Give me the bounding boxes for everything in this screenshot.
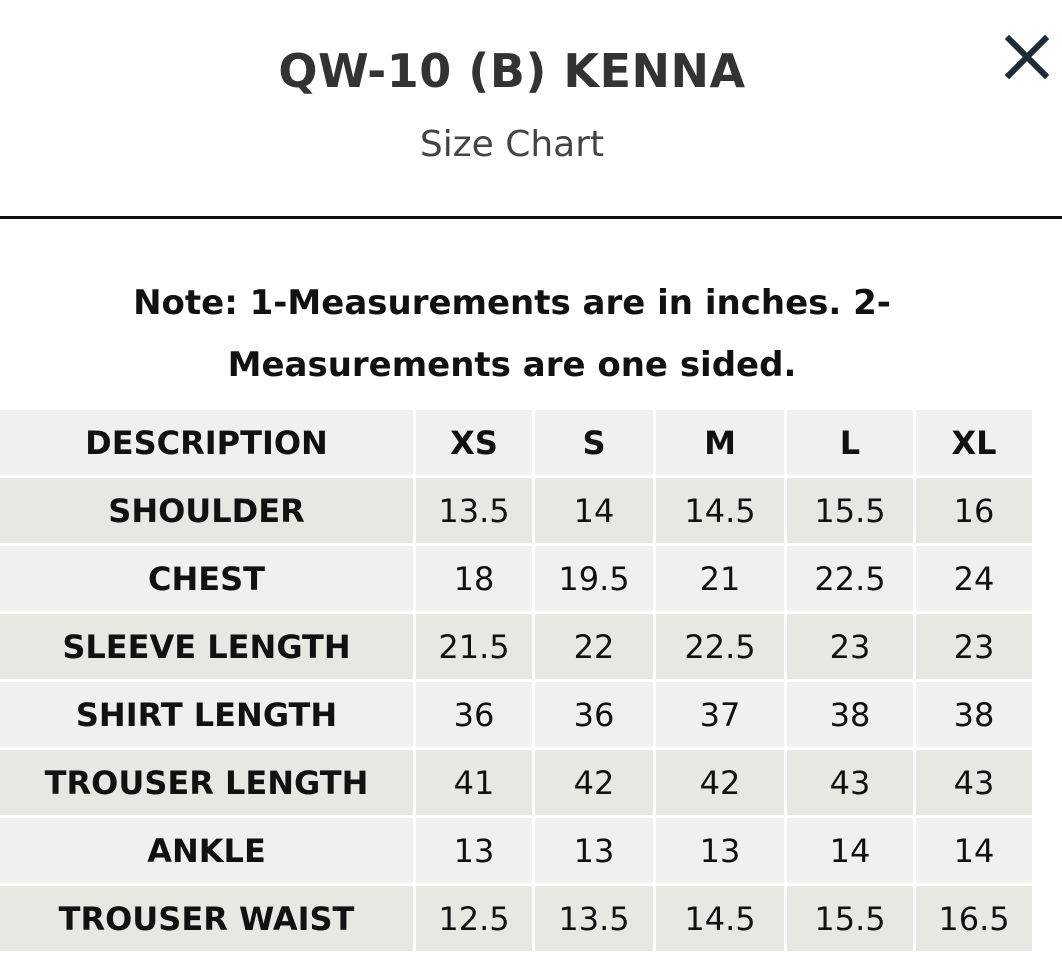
size-chart-table: DESCRIPTION XS S M L XL SHOULDER 13.5 14 14.5 15.5…: [0, 407, 1035, 954]
table-row: TROUSER LENGTH 41 42 42 43 43: [0, 750, 1032, 815]
close-button[interactable]: [1004, 34, 1050, 80]
table-cell: 22: [535, 614, 653, 679]
row-label: TROUSER LENGTH: [0, 750, 413, 815]
header-divider: [0, 216, 1062, 219]
table-cell: 14: [916, 818, 1032, 883]
table-cell: 23: [916, 614, 1032, 679]
table-cell: 13: [535, 818, 653, 883]
table-cell: 21: [656, 546, 784, 611]
row-label: TROUSER WAIST: [0, 886, 413, 951]
table-cell: 12.5: [416, 886, 532, 951]
table-cell: 43: [916, 750, 1032, 815]
table-cell: 15.5: [787, 886, 913, 951]
table-cell: 22.5: [656, 614, 784, 679]
measurement-note: Note: 1-Measurements are in inches. 2-Me…: [133, 283, 891, 385]
table-cell: 42: [535, 750, 653, 815]
table-row: TROUSER WAIST 12.5 13.5 14.5 15.5 16.5: [0, 886, 1032, 951]
table-row: SHIRT LENGTH 36 36 37 38 38: [0, 682, 1032, 747]
table-cell: 14.5: [656, 478, 784, 543]
table-cell: 16.5: [916, 886, 1032, 951]
table-cell: 21.5: [416, 614, 532, 679]
row-label: CHEST: [0, 546, 413, 611]
table-row: SLEEVE LENGTH 21.5 22 22.5 23 23: [0, 614, 1032, 679]
column-header: M: [656, 410, 784, 475]
table-cell: 19.5: [535, 546, 653, 611]
page-subtitle: Size Chart: [419, 124, 605, 165]
table-cell: 37: [656, 682, 784, 747]
row-label: SHIRT LENGTH: [0, 682, 413, 747]
row-label: SHOULDER: [0, 478, 413, 543]
table-cell: 14: [787, 818, 913, 883]
table-cell: 36: [416, 682, 532, 747]
table-row: ANKLE 13 13 13 14 14: [0, 818, 1032, 883]
row-label: SLEEVE LENGTH: [0, 614, 413, 679]
table-cell: 13: [656, 818, 784, 883]
table-cell: 13: [416, 818, 532, 883]
table-cell: 13.5: [535, 886, 653, 951]
table-cell: 38: [916, 682, 1032, 747]
table-cell: 36: [535, 682, 653, 747]
table-cell: 42: [656, 750, 784, 815]
table-cell: 23: [787, 614, 913, 679]
table-cell: 41: [416, 750, 532, 815]
column-header: S: [535, 410, 653, 475]
table-cell: 43: [787, 750, 913, 815]
table-row: CHEST 18 19.5 21 22.5 24: [0, 546, 1032, 611]
table-cell: 18: [416, 546, 532, 611]
table-cell: 14.5: [656, 886, 784, 951]
table-cell: 38: [787, 682, 913, 747]
column-header: L: [787, 410, 913, 475]
table-cell: 14: [535, 478, 653, 543]
column-header: DESCRIPTION: [0, 410, 413, 475]
row-label: ANKLE: [0, 818, 413, 883]
table-row: SHOULDER 13.5 14 14.5 15.5 16: [0, 478, 1032, 543]
column-header: XS: [416, 410, 532, 475]
table-header-row: DESCRIPTION XS S M L XL: [0, 410, 1032, 475]
table-cell: 22.5: [787, 546, 913, 611]
page-title: QW-10 (B) KENNA: [278, 44, 746, 98]
close-icon: [1004, 34, 1050, 80]
table-cell: 13.5: [416, 478, 532, 543]
table-cell: 15.5: [787, 478, 913, 543]
table-cell: 24: [916, 546, 1032, 611]
column-header: XL: [916, 410, 1032, 475]
table-cell: 16: [916, 478, 1032, 543]
